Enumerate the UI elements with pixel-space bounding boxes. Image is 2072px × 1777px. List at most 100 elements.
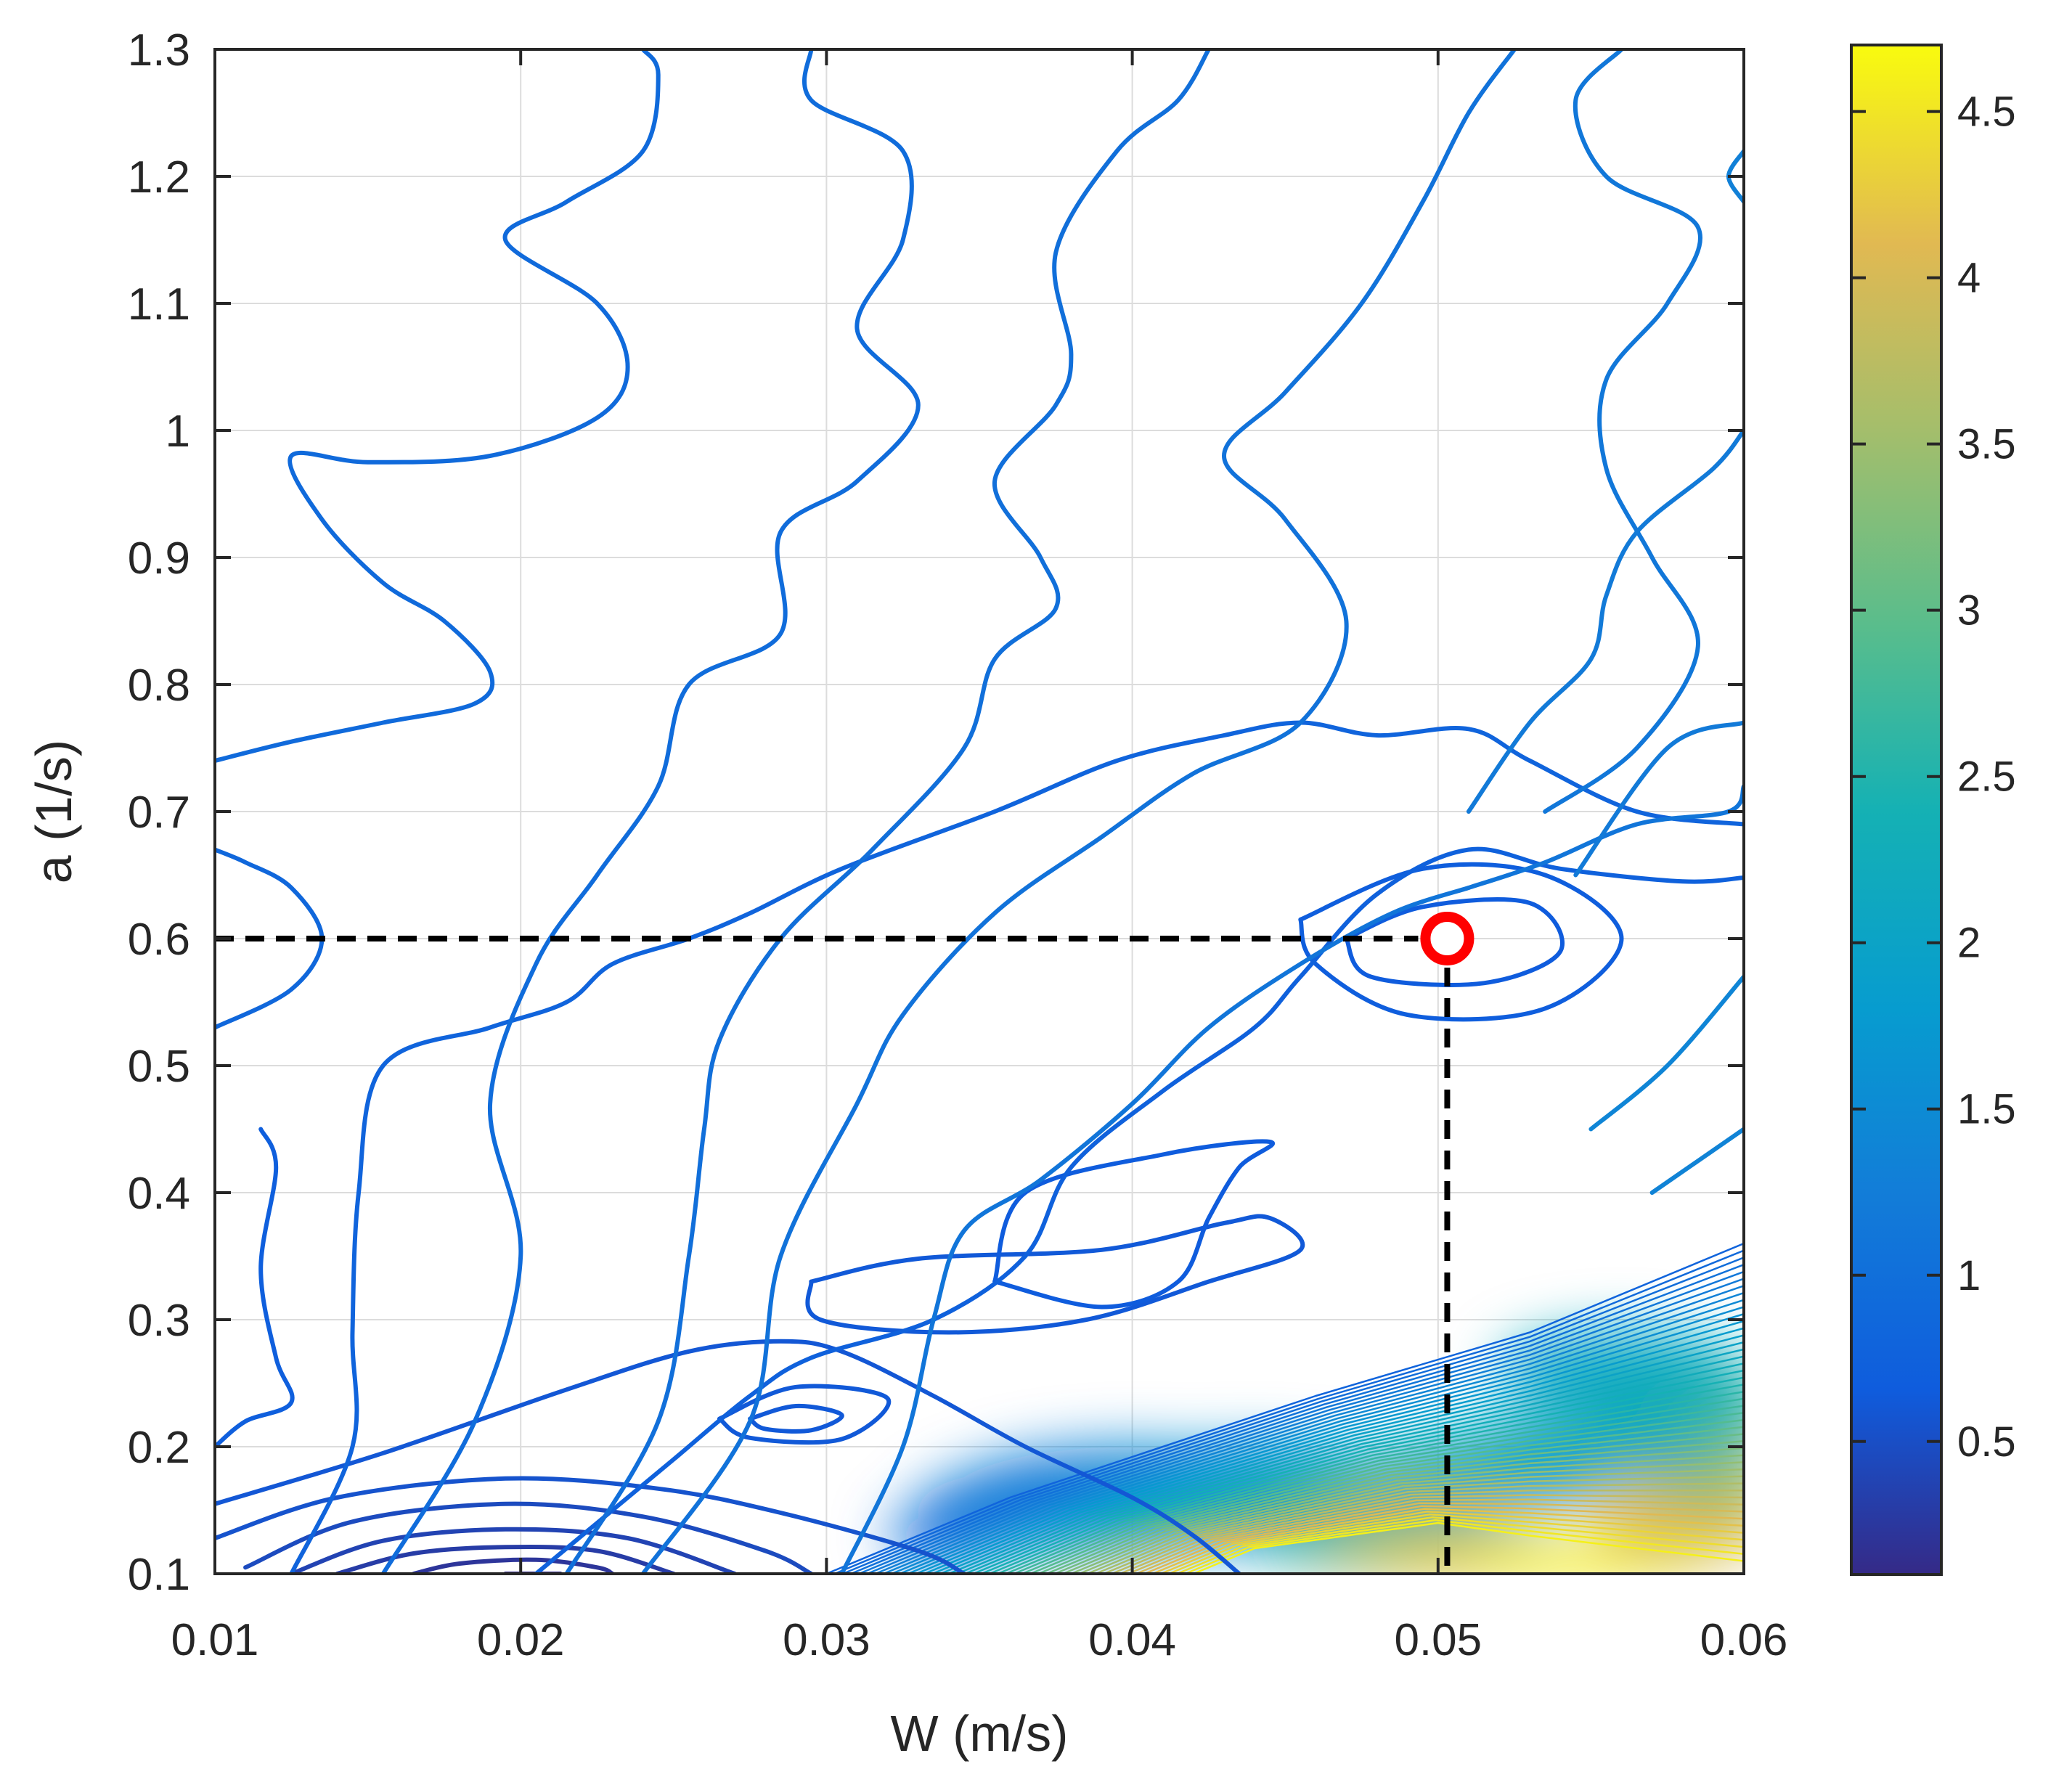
x-axis-label: W (m/s) [891, 1705, 1069, 1762]
contour-line [215, 1476, 966, 1574]
contour-line [1013, 1405, 1744, 1574]
contour-line [1021, 1412, 1744, 1574]
contour-line [940, 1341, 1744, 1574]
y-tick-label: 1 [166, 407, 190, 457]
contour-line [1046, 1433, 1744, 1574]
contour-line [900, 1306, 1744, 1574]
x-tick-label: 0.02 [477, 1615, 565, 1665]
colorbar: 0.5 1 1.5 2 2.5 3 3.5 4 4.5 [1850, 44, 2016, 1576]
contour-line [973, 1369, 1744, 1574]
contour-line [1127, 1498, 1744, 1574]
contour-line [411, 1557, 615, 1574]
contour-line [1152, 1508, 1744, 1574]
contour-line [1054, 1439, 1744, 1574]
contour-line [1573, 720, 1744, 878]
guide-lines-layer [215, 936, 1451, 1574]
contour-line [1095, 1475, 1744, 1574]
contour-line [1193, 1521, 1744, 1574]
contour-line [1649, 1127, 1744, 1195]
y-tick-label: 0.3 [128, 1296, 190, 1346]
contour-line [215, 1339, 1241, 1574]
contour-line [1087, 1468, 1744, 1574]
contour-line [243, 1501, 814, 1574]
contour-line [805, 1214, 1305, 1335]
colorbar-tick-label: 0.5 [1957, 1418, 2016, 1466]
contour-line [997, 1390, 1744, 1574]
colorbar-tick-label: 2 [1957, 920, 1981, 967]
y-tick-label: 1.1 [128, 279, 190, 330]
x-tick-label: 0.01 [171, 1615, 259, 1665]
contour-line [1143, 1505, 1744, 1574]
contour-line [335, 1545, 676, 1574]
contour-line [1037, 1426, 1744, 1574]
contour-line [1119, 1494, 1744, 1574]
contour-line [992, 1139, 1275, 1310]
colorbar-gradient [1851, 45, 1941, 1574]
y-tick-label: 0.2 [128, 1423, 190, 1473]
x-tick-label: 0.05 [1394, 1615, 1482, 1665]
optimum-marker-layer [1420, 912, 1475, 965]
contour-line [1466, 428, 1744, 814]
contour-line [891, 1299, 1744, 1574]
y-tick-label: 0.6 [128, 915, 190, 965]
colorbar-tick-label: 1.5 [1957, 1086, 2016, 1133]
contour-line [1070, 1454, 1744, 1574]
colorbar-tick-label: 3 [1957, 587, 1981, 634]
contour-line [748, 1403, 844, 1434]
filled-field-layer [825, 1242, 1744, 1574]
colorbar-tick-label: 1 [1957, 1252, 1981, 1299]
contour-line [1543, 49, 1703, 814]
colorbar-tick-label: 4 [1957, 255, 1981, 302]
y-tick-label: 1.3 [128, 25, 190, 75]
contour-line [1006, 1397, 1744, 1574]
contour-line [834, 1249, 1744, 1574]
optimum-marker [1420, 912, 1475, 965]
y-tick-label: 1.2 [128, 152, 190, 203]
contour-line [1079, 1461, 1744, 1574]
contour-line [1029, 1418, 1744, 1574]
contour-line [964, 1363, 1744, 1574]
contour-line [215, 847, 325, 1030]
x-tick-label: 0.06 [1700, 1615, 1788, 1665]
y-tick-label: 0.9 [128, 534, 190, 584]
contour-line [1344, 897, 1565, 987]
y-axis-label: a (1/s) [25, 740, 82, 883]
colorbar-frame [1850, 44, 1943, 1576]
contour-line [380, 49, 921, 1574]
contour-line [1588, 974, 1744, 1132]
contour-line [956, 1355, 1744, 1574]
contour-line [215, 49, 661, 763]
y-tick-label: 0.4 [128, 1169, 190, 1219]
contour-line [923, 1327, 1744, 1574]
contour-line [1103, 1482, 1744, 1574]
contour-line [1062, 1447, 1744, 1574]
x-tick-label: 0.04 [1088, 1615, 1176, 1665]
contour-line [1176, 1516, 1744, 1574]
contour-line [215, 1127, 295, 1449]
contour-line [842, 1257, 1744, 1574]
contour-line [915, 1320, 1744, 1574]
contour-line [1135, 1502, 1744, 1574]
colorbar-tick-label: 4.5 [1957, 89, 2016, 136]
x-tick-label: 0.03 [783, 1615, 870, 1665]
contour-line [948, 1348, 1744, 1574]
y-tick-label: 0.5 [128, 1042, 190, 1092]
contour-line [875, 1285, 1744, 1574]
colorbar-tick-label: 2.5 [1957, 753, 2016, 801]
contour-line [989, 1384, 1744, 1574]
y-tick-label: 0.1 [128, 1550, 190, 1600]
contour-line [981, 1376, 1744, 1574]
contour-line [1185, 1519, 1744, 1574]
dense-contour-fan [825, 1242, 1744, 1574]
contour-line [907, 1313, 1744, 1574]
colorbar-ticks: 0.5 1 1.5 2 2.5 3 3.5 4 4.5 [1851, 89, 2016, 1466]
contour-line [839, 886, 1471, 1574]
y-tick-label: 0.8 [128, 661, 190, 711]
colorbar-tick-label: 3.5 [1957, 421, 2016, 468]
contour-line [564, 49, 1211, 1574]
contour-lines-layer [215, 49, 1744, 1574]
contour-line [867, 1278, 1744, 1574]
contour-line [534, 846, 1744, 1574]
tick-layer: 0.01 0.02 0.03 0.04 0.05 0.06 0.1 0.2 0.3 0.4 0.5 0… [128, 25, 1788, 1665]
